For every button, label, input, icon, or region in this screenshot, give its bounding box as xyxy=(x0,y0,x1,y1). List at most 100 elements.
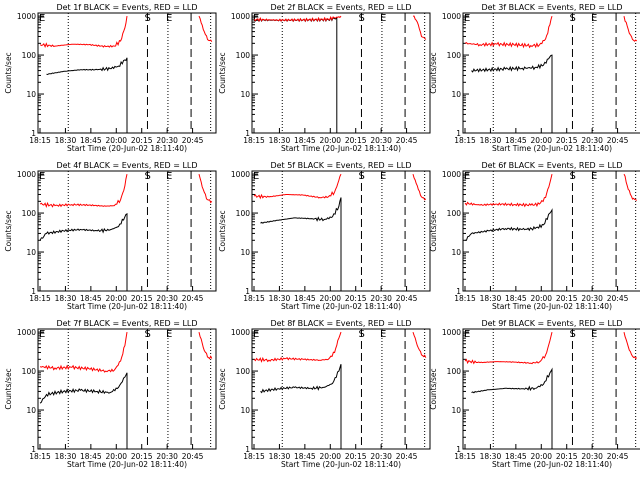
x-tick-label: 18:30 xyxy=(269,294,291,303)
panel-title: Det 9f BLACK = Events, RED = LLD xyxy=(481,319,622,328)
x-tick-label: 20:30 xyxy=(156,294,178,303)
x-tick-label: 18:45 xyxy=(505,136,527,145)
x-axis-label: Start Time (20-Jun-02 18:11:40) xyxy=(492,144,612,153)
lld-series-line xyxy=(39,15,213,48)
marker-E: E xyxy=(591,13,597,24)
x-tick-label: 18:15 xyxy=(29,136,51,145)
x-tick-label: 18:30 xyxy=(480,452,502,461)
marker-E-left: E xyxy=(39,329,45,340)
x-tick-label: 18:15 xyxy=(454,294,476,303)
marker-E-left: E xyxy=(253,329,259,340)
panel-title: Det 6f BLACK = Events, RED = LLD xyxy=(481,161,622,170)
x-tick-label: 20:15 xyxy=(556,136,578,145)
x-tick-label: 20:45 xyxy=(607,452,629,461)
lld-series-line xyxy=(39,173,213,208)
x-tick-label: 20:00 xyxy=(530,452,552,461)
x-axis-label: Start Time (20-Jun-02 18:11:40) xyxy=(281,302,401,311)
x-tick-label: 18:45 xyxy=(505,294,527,303)
detector-panel: Det 4f BLACK = Events, RED = LLD 1 10 100 10… xyxy=(4,161,217,311)
x-axis-label: Start Time (20-Jun-02 18:11:40) xyxy=(67,144,187,153)
y-tick-label: 10 xyxy=(240,406,250,415)
marker-E-left: E xyxy=(464,13,470,24)
x-tick-label: 18:45 xyxy=(294,136,316,145)
x-tick-label: 18:45 xyxy=(80,294,102,303)
x-tick-label: 20:45 xyxy=(182,294,204,303)
x-tick-label: 18:30 xyxy=(55,294,77,303)
x-tick-label: 20:15 xyxy=(556,294,578,303)
detector-panel: Det 3f BLACK = Events, RED = LLD 1 10 100 10… xyxy=(429,3,640,153)
events-series-line xyxy=(260,364,342,449)
x-tick-label: 18:15 xyxy=(454,452,476,461)
events-series-line xyxy=(46,57,128,133)
x-axis-label: Start Time (20-Jun-02 18:11:40) xyxy=(492,302,612,311)
marker-S: S xyxy=(569,329,575,340)
x-tick-label: 18:30 xyxy=(480,294,502,303)
x-axis-label: Start Time (20-Jun-02 18:11:40) xyxy=(281,460,401,469)
y-tick-label: 1 xyxy=(245,445,250,454)
x-tick-label: 18:15 xyxy=(243,452,265,461)
detector-panel: Det 6f BLACK = Events, RED = LLD 1 10 100 10… xyxy=(429,161,640,311)
panel-title: Det 2f BLACK = Events, RED = LLD xyxy=(270,3,411,12)
y-tick-label: 1 xyxy=(456,129,461,138)
lld-series-line xyxy=(464,173,638,208)
y-tick-label: 100 xyxy=(22,367,37,376)
y-tick-label: 1 xyxy=(31,445,36,454)
x-tick-label: 18:15 xyxy=(29,294,51,303)
y-axis-label: Counts/sec xyxy=(429,368,438,409)
x-tick-label: 18:15 xyxy=(29,452,51,461)
x-tick-label: 20:00 xyxy=(530,136,552,145)
marker-E-left: E xyxy=(464,171,470,182)
y-axis-label: Counts/sec xyxy=(4,210,13,251)
x-axis-label: Start Time (20-Jun-02 18:11:40) xyxy=(67,460,187,469)
y-tick-label: 1 xyxy=(245,129,250,138)
x-tick-label: 18:30 xyxy=(55,452,77,461)
events-series-line xyxy=(471,54,553,133)
x-tick-label: 18:45 xyxy=(80,452,102,461)
y-tick-label: 1 xyxy=(31,287,36,296)
x-tick-label: 20:00 xyxy=(105,294,127,303)
marker-S: S xyxy=(144,171,150,182)
y-axis-label: Counts/sec xyxy=(218,52,227,93)
x-tick-label: 18:15 xyxy=(454,136,476,145)
y-tick-label: 1000 xyxy=(231,12,250,21)
panel-title: Det 4f BLACK = Events, RED = LLD xyxy=(56,161,197,170)
y-tick-label: 100 xyxy=(236,209,251,218)
y-tick-label: 10 xyxy=(451,406,461,415)
events-series-line xyxy=(465,208,553,291)
x-tick-label: 20:15 xyxy=(345,136,367,145)
y-tick-label: 1000 xyxy=(442,12,461,21)
x-tick-label: 20:15 xyxy=(345,452,367,461)
marker-S: S xyxy=(144,13,150,24)
events-series-line xyxy=(253,16,338,133)
marker-S: S xyxy=(569,171,575,182)
x-tick-label: 20:45 xyxy=(182,136,204,145)
x-tick-label: 20:30 xyxy=(156,136,178,145)
marker-E: E xyxy=(591,329,597,340)
x-tick-label: 20:45 xyxy=(607,136,629,145)
y-tick-label: 1000 xyxy=(442,328,461,337)
y-tick-label: 1000 xyxy=(231,170,250,179)
y-tick-label: 10 xyxy=(240,248,250,257)
marker-S: S xyxy=(144,329,150,340)
detector-panel: Det 8f BLACK = Events, RED = LLD 1 10 100 10… xyxy=(218,319,431,469)
x-tick-label: 20:15 xyxy=(345,294,367,303)
x-tick-label: 18:45 xyxy=(294,294,316,303)
marker-E: E xyxy=(380,13,386,24)
detector-panel: Det 9f BLACK = Events, RED = LLD 1 10 100 10… xyxy=(429,319,640,469)
events-series-line xyxy=(260,197,342,291)
y-axis-label: Counts/sec xyxy=(429,210,438,251)
x-tick-label: 20:30 xyxy=(581,452,603,461)
marker-S: S xyxy=(358,329,364,340)
x-tick-label: 18:30 xyxy=(480,136,502,145)
x-tick-label: 18:15 xyxy=(243,136,265,145)
x-tick-label: 18:45 xyxy=(505,452,527,461)
panel-title: Det 5f BLACK = Events, RED = LLD xyxy=(270,161,411,170)
marker-E: E xyxy=(166,13,172,24)
lld-series-line xyxy=(253,15,427,40)
x-tick-label: 20:30 xyxy=(581,294,603,303)
x-tick-label: 20:30 xyxy=(370,452,392,461)
x-axis-label: Start Time (20-Jun-02 18:11:40) xyxy=(67,302,187,311)
panel-title: Det 1f BLACK = Events, RED = LLD xyxy=(56,3,197,12)
x-tick-label: 20:45 xyxy=(607,294,629,303)
